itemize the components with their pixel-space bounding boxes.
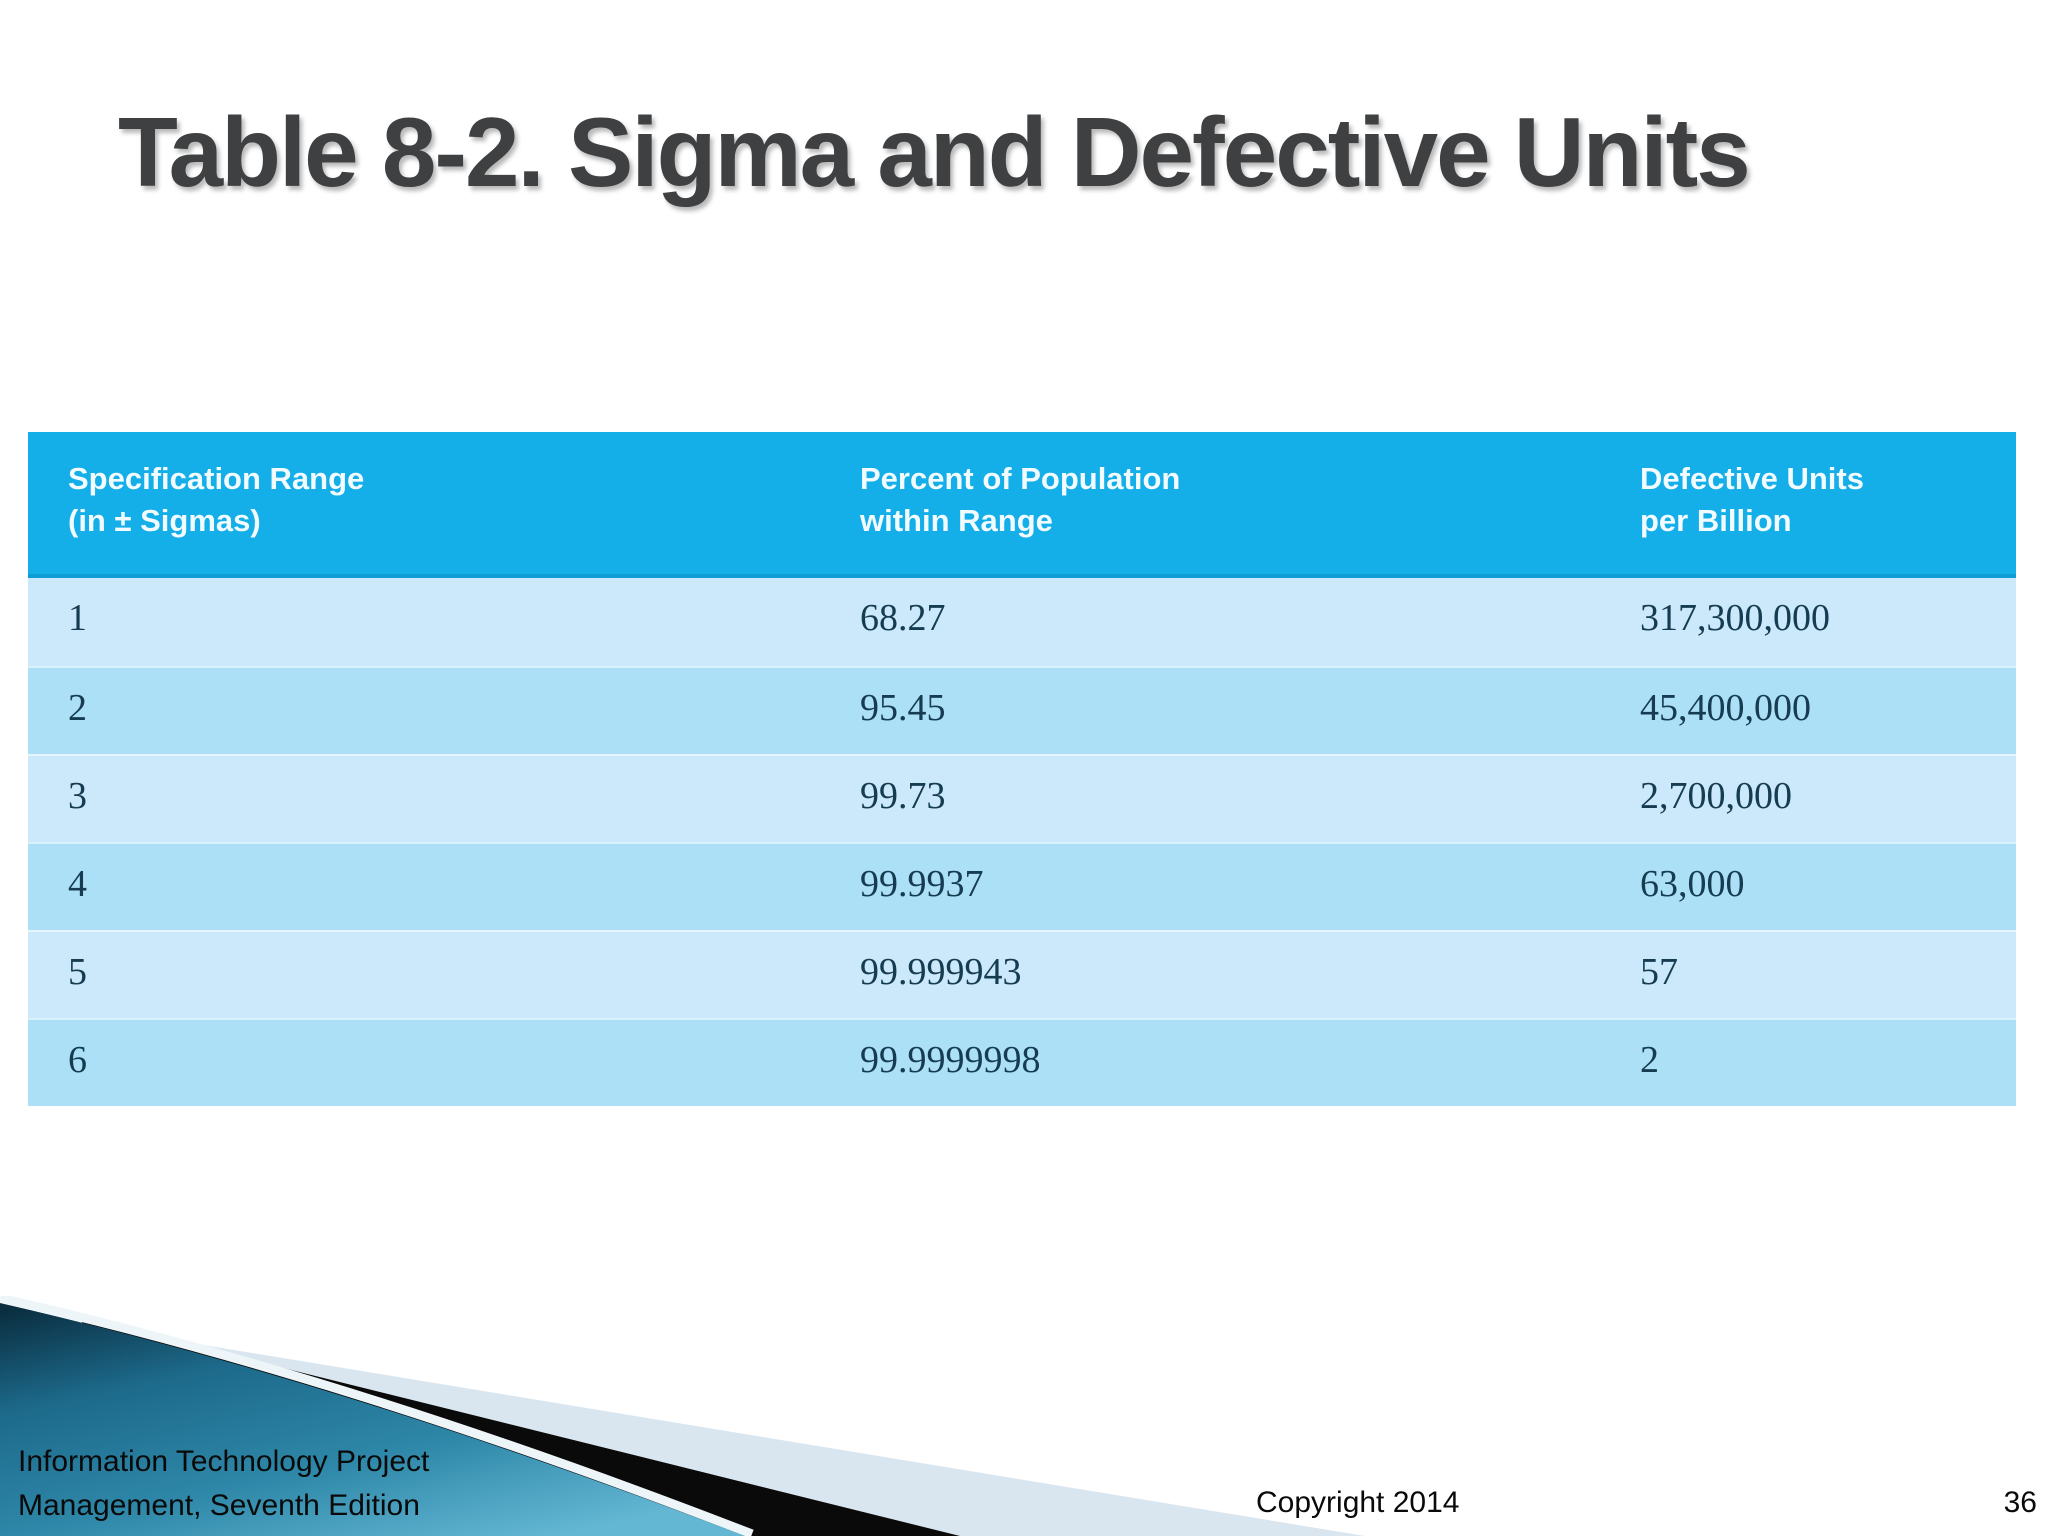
- header-line: within Range: [860, 503, 1053, 538]
- footer-book-title-line2: Management, Seventh Edition: [18, 1489, 420, 1522]
- cell-defective: 63,000: [1640, 863, 1745, 905]
- table-header-row: Specification Range (in ± Sigmas) Percen…: [28, 432, 2016, 578]
- cell-percent: 99.9999998: [860, 1039, 1041, 1081]
- slide-title: Table 8-2. Sigma and Defective Units: [118, 97, 1751, 207]
- cell-percent: 99.999943: [860, 951, 1022, 993]
- cell-percent: 95.45: [860, 687, 946, 729]
- cell-sigma: 4: [68, 863, 87, 905]
- cell-sigma: 3: [68, 775, 87, 817]
- cell-sigma: 2: [68, 687, 87, 729]
- column-header-percent-population: Percent of Population within Range: [860, 432, 1640, 574]
- table-row: 6 99.9999998 2: [28, 1018, 2016, 1106]
- cell-defective: 317,300,000: [1640, 597, 1830, 639]
- sigma-table: Specification Range (in ± Sigmas) Percen…: [28, 432, 2016, 1106]
- edge-highlight-shape: [0, 1296, 754, 1536]
- table-row: 1 68.27 317,300,000: [28, 578, 2016, 666]
- cell-sigma: 6: [68, 1039, 87, 1081]
- table-row: 4 99.9937 63,000: [28, 842, 2016, 930]
- header-line: Specification Range: [68, 461, 365, 496]
- header-line: (in ± Sigmas): [68, 503, 261, 538]
- cell-percent: 99.9937: [860, 863, 984, 905]
- cell-sigma: 5: [68, 951, 87, 993]
- footer-copyright: Copyright 2014: [1256, 1486, 1460, 1519]
- cell-defective: 45,400,000: [1640, 687, 1811, 729]
- page-number: 36: [2003, 1486, 2037, 1519]
- cell-defective: 2,700,000: [1640, 775, 1792, 817]
- header-line: Defective Units: [1640, 461, 1864, 496]
- table-row: 3 99.73 2,700,000: [28, 754, 2016, 842]
- cell-percent: 99.73: [860, 775, 946, 817]
- cell-sigma: 1: [68, 597, 87, 639]
- footer-book-title-line1: Information Technology Project: [18, 1445, 430, 1478]
- black-band-shape: [82, 1318, 960, 1536]
- footer-book-title: Information Technology Project Managemen…: [18, 1440, 429, 1528]
- cell-defective: 2: [1640, 1039, 1659, 1081]
- column-header-specification-range: Specification Range (in ± Sigmas): [28, 432, 860, 574]
- teal-wedge-shape: [0, 1303, 745, 1536]
- corner-decoration: [0, 1296, 1365, 1536]
- header-line: Percent of Population: [860, 461, 1181, 496]
- cell-defective: 57: [1640, 951, 1678, 993]
- cell-percent: 68.27: [860, 597, 946, 639]
- header-line: per Billion: [1640, 503, 1792, 538]
- table-row: 2 95.45 45,400,000: [28, 666, 2016, 754]
- table-row: 5 99.999943 57: [28, 930, 2016, 1018]
- column-header-defective-units: Defective Units per Billion: [1640, 432, 2016, 574]
